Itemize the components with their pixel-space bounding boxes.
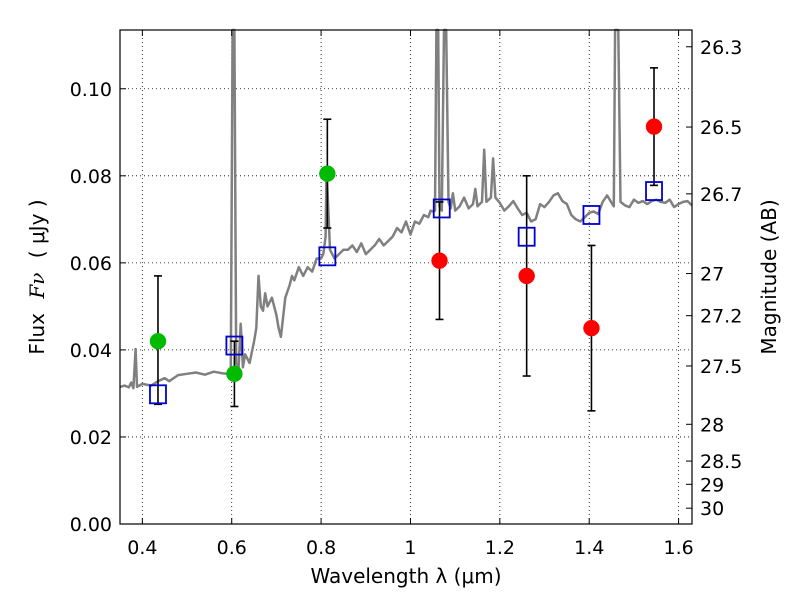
photometry-point <box>645 118 663 135</box>
model-spectrum <box>119 28 693 390</box>
y-tick-label: 0.02 <box>70 427 112 449</box>
model-point <box>582 205 601 225</box>
magnitude-tick-label: 30 <box>700 498 724 520</box>
magnitude-tick-label: 26.7 <box>700 184 742 206</box>
y-axis-label: Flux Fν ( μJy ) <box>25 199 49 354</box>
model-point <box>149 384 167 405</box>
photometry-point <box>226 365 243 383</box>
model-point <box>645 181 663 201</box>
plot-frame <box>119 29 693 525</box>
magnitude-tick-label: 27.2 <box>700 306 742 328</box>
y-tick-label: 0.08 <box>70 166 112 188</box>
magnitude-axis-label: Magnitude (AB) <box>757 199 781 354</box>
magnitude-tick-label: 27 <box>700 264 724 286</box>
x-tick-label: 0.8 <box>306 537 336 559</box>
grid <box>120 30 692 525</box>
y-tick-label: 0.00 <box>70 514 112 536</box>
model-point <box>517 226 536 247</box>
ticks: 0.4 0.6 0.8 1 1.2 1.4 1.6 0.00 0.02 0.04 0.06 0.08 0… <box>70 30 742 559</box>
x-tick-label: 1.2 <box>485 537 515 559</box>
x-axis-label: Wavelength λ (μm) <box>310 564 501 588</box>
spectrum-line <box>119 28 693 390</box>
x-tick-label: 1 <box>404 537 416 559</box>
y-tick-label: 0.04 <box>70 340 112 362</box>
model-point <box>432 198 451 219</box>
magnitude-tick-label: 29 <box>700 474 724 496</box>
magnitude-tick-label: 27.5 <box>700 356 742 378</box>
y-tick-label: 0.10 <box>70 79 112 101</box>
magnitude-tick-label: 28.5 <box>700 451 742 473</box>
model-point <box>225 335 244 356</box>
photometry-point <box>431 252 448 269</box>
photometry-point <box>319 165 336 182</box>
magnitude-tick-label: 26.3 <box>700 37 742 59</box>
data-points <box>149 67 663 412</box>
y-axis-label-symbol: Fν <box>25 273 49 300</box>
photometry-point <box>518 267 535 285</box>
magnitude-tick-label: 28 <box>700 414 724 436</box>
model-point <box>318 246 337 267</box>
x-tick-label: 1.6 <box>663 537 693 559</box>
x-tick-label: 0.6 <box>217 537 247 559</box>
y-axis-label-unit: ( μJy ) <box>25 199 49 258</box>
y-tick-label: 0.06 <box>70 253 112 275</box>
x-tick-label: 1.4 <box>574 537 604 559</box>
y-axis-label-prefix: Flux <box>25 313 49 355</box>
x-tick-label: 0.4 <box>127 537 157 559</box>
magnitude-tick-label: 26.5 <box>700 117 742 139</box>
photometry-point <box>149 332 167 350</box>
photometry-point <box>583 319 600 337</box>
